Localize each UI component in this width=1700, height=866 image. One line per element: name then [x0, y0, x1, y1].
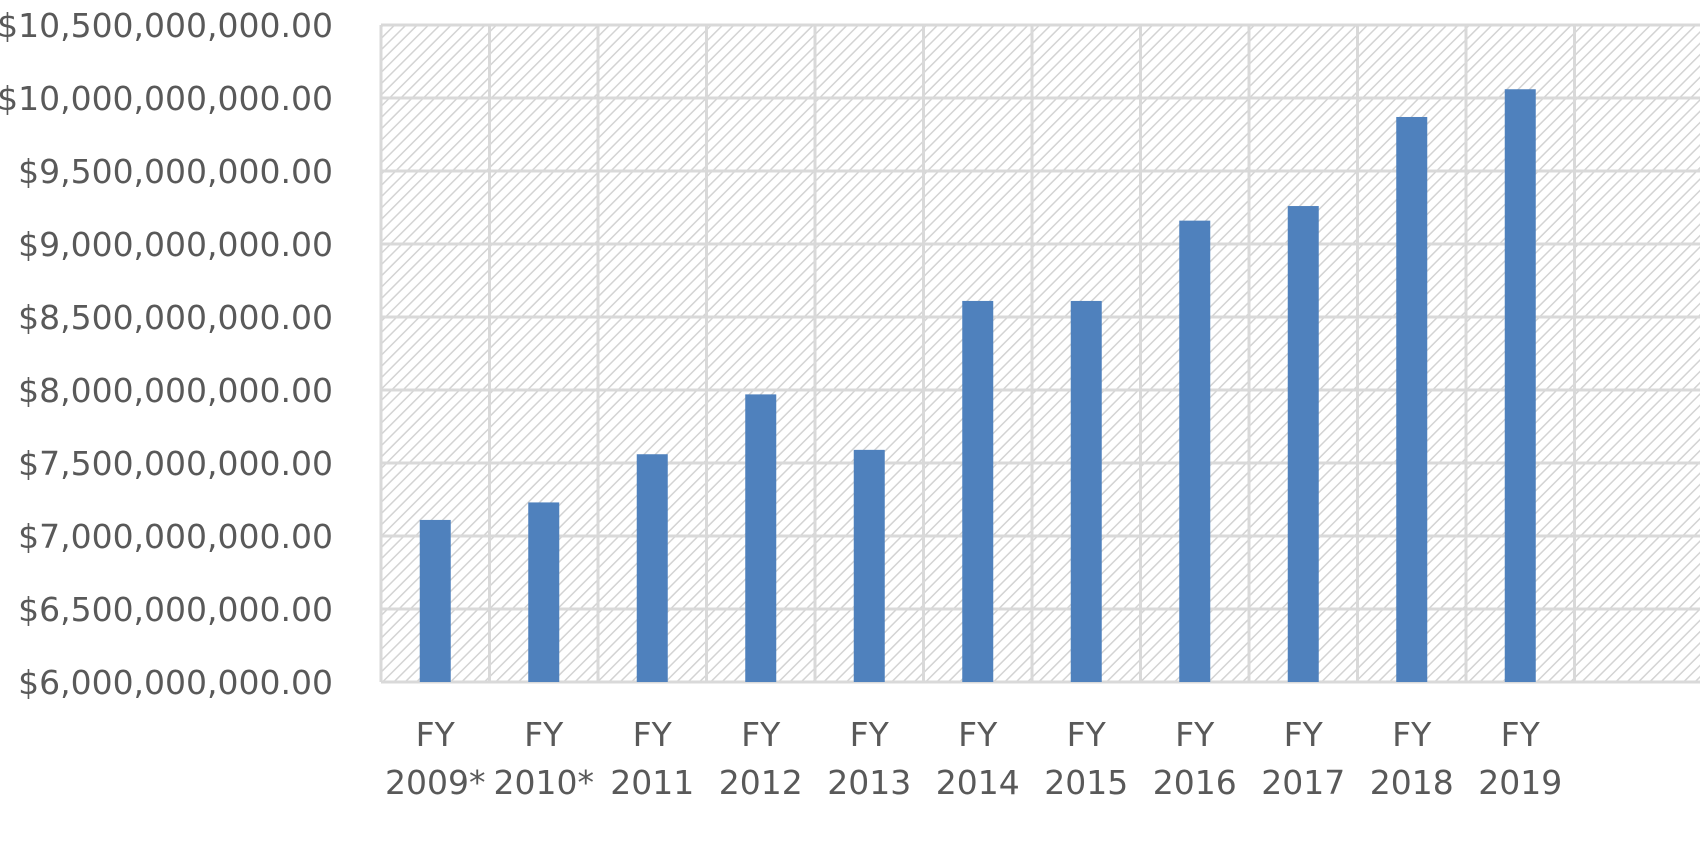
x-tick-label: FY	[850, 715, 890, 754]
bars	[419, 89, 1536, 683]
y-tick-label: $6,000,000,000.00	[18, 663, 333, 702]
x-tick-label: 2013	[827, 763, 911, 802]
bar	[528, 502, 560, 682]
x-tick-label: 2019	[1478, 763, 1562, 802]
y-axis-tick-labels: $6,000,000,000.00 $6,500,000,000.00 $7,000…	[0, 6, 333, 702]
x-tick-label: FY	[741, 715, 781, 754]
x-tick-label: FY	[416, 715, 456, 754]
x-tick-label: 2014	[936, 763, 1020, 802]
y-tick-label: $9,500,000,000.00	[18, 152, 333, 191]
bar	[1179, 220, 1211, 682]
bar	[1396, 116, 1428, 683]
x-tick-label: FY	[1501, 715, 1541, 754]
x-tick-label: 2015	[1044, 763, 1128, 802]
bar	[962, 300, 994, 682]
y-tick-label: $10,500,000,000.00	[0, 6, 333, 45]
x-axis-tick-labels: FY 2009* FY 2010* FY 2011 FY 2012 FY 2013 FY 2014 FY…	[385, 715, 1562, 802]
y-tick-label: $10,000,000,000.00	[0, 79, 333, 118]
x-tick-label: FY	[1175, 715, 1215, 754]
x-tick-label: FY	[524, 715, 564, 754]
y-tick-label: $7,500,000,000.00	[18, 444, 333, 483]
y-tick-label: $8,000,000,000.00	[18, 371, 333, 410]
bar	[745, 394, 777, 682]
x-tick-label: 2016	[1153, 763, 1237, 802]
x-tick-label: FY	[1067, 715, 1107, 754]
x-tick-label: FY	[1392, 715, 1432, 754]
x-tick-label: 2009*	[385, 763, 485, 802]
bar	[853, 449, 885, 682]
bar	[419, 519, 451, 682]
plot-area-background	[381, 25, 1700, 682]
x-tick-label: FY	[633, 715, 673, 754]
x-tick-label: 2010*	[494, 763, 594, 802]
x-tick-label: 2018	[1370, 763, 1454, 802]
y-tick-label: $8,500,000,000.00	[18, 298, 333, 337]
y-tick-label: $6,500,000,000.00	[18, 590, 333, 629]
gridlines	[379, 23, 1700, 684]
x-tick-label: FY	[958, 715, 998, 754]
x-tick-label: 2011	[610, 763, 694, 802]
bar	[1070, 300, 1102, 682]
bar	[636, 454, 668, 682]
x-tick-label: 2012	[719, 763, 803, 802]
y-tick-label: $9,000,000,000.00	[18, 225, 333, 264]
bar	[1504, 89, 1536, 683]
x-tick-label: 2017	[1261, 763, 1345, 802]
y-tick-label: $7,000,000,000.00	[18, 517, 333, 556]
bar	[1287, 206, 1319, 683]
x-tick-label: FY	[1284, 715, 1324, 754]
